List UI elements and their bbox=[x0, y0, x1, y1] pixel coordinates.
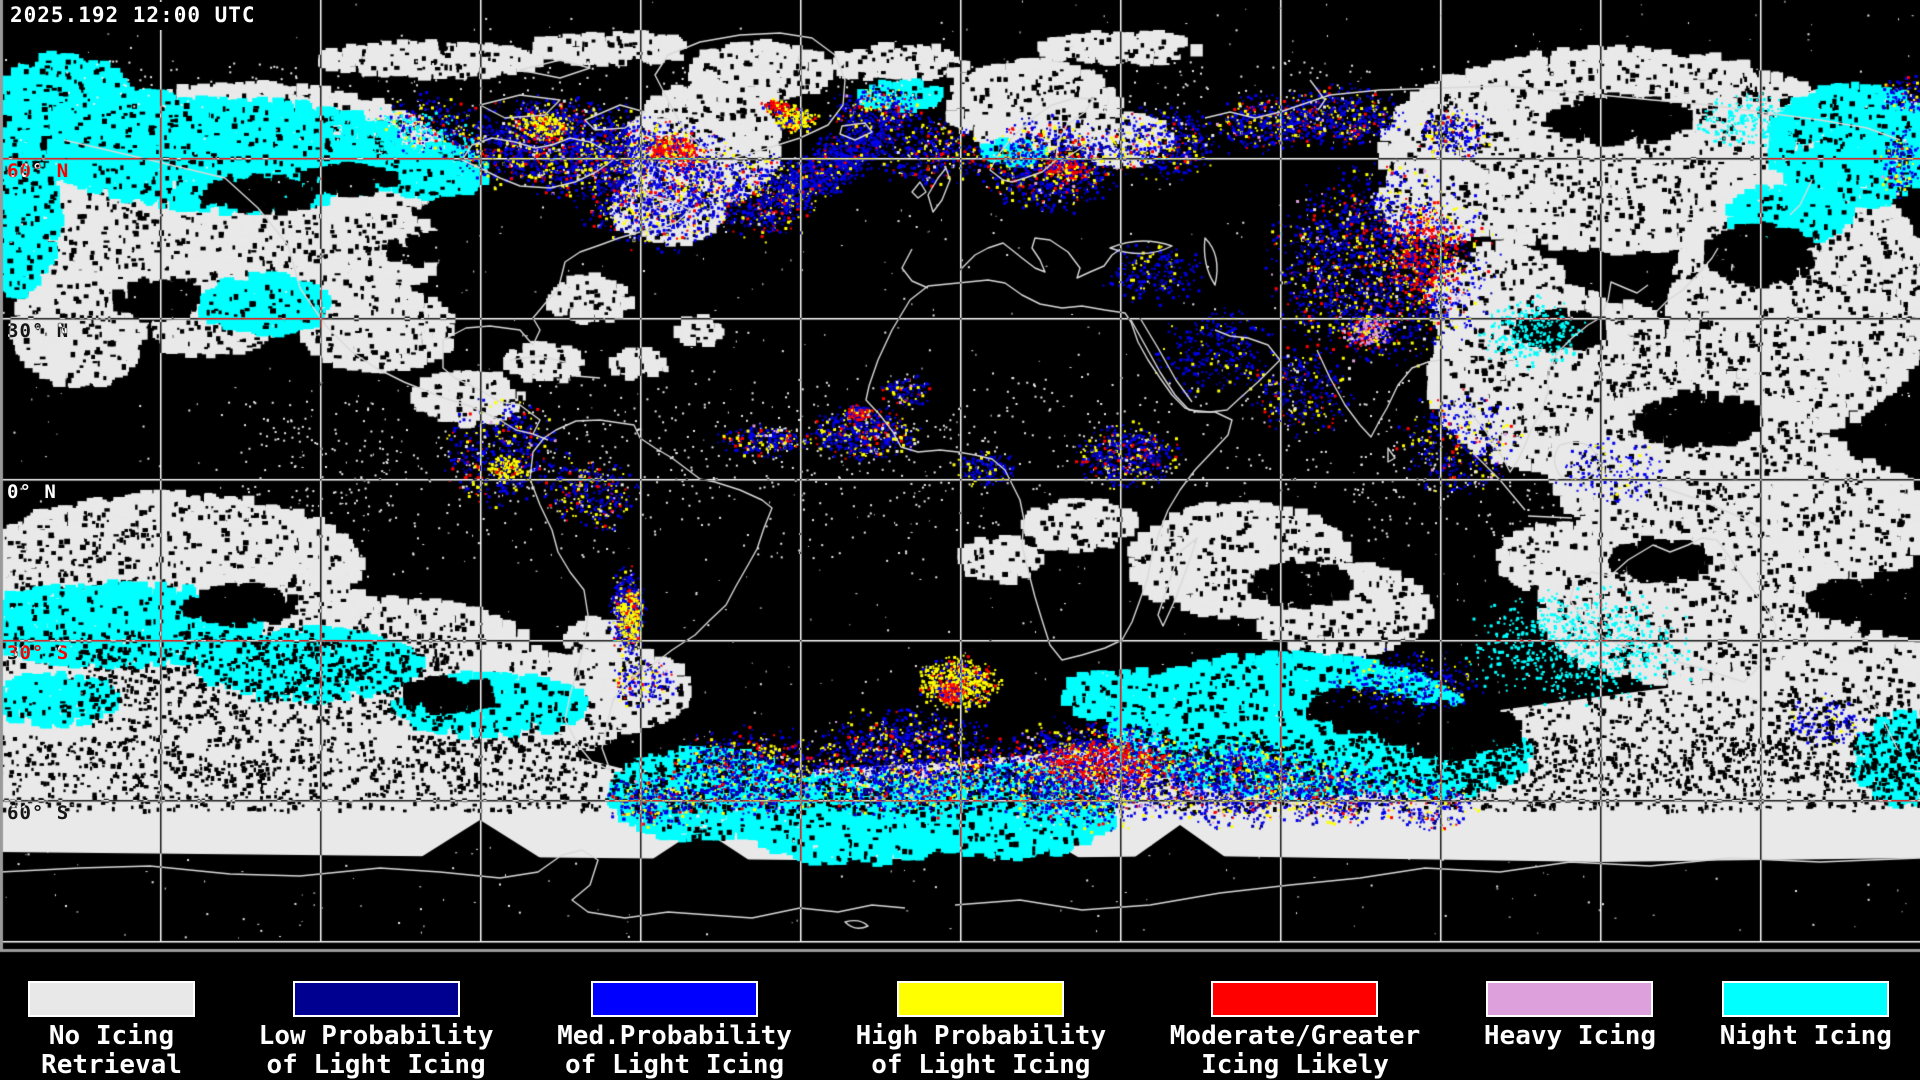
legend-label-line: No Icing bbox=[48, 1021, 175, 1051]
legend-label-line bbox=[1720, 1051, 1892, 1080]
legend-label-line bbox=[1484, 1051, 1656, 1080]
legend-label-night-icing: Night Icing bbox=[1720, 1022, 1892, 1080]
legend-label-line: of Light Icing bbox=[564, 1050, 785, 1080]
lat-label-0n: 0° N bbox=[7, 481, 57, 503]
legend-item-no-icing: No Icing Retrieval bbox=[28, 960, 195, 1080]
legend-label-high-probability: High Probability of Light Icing bbox=[856, 1022, 1106, 1080]
legend-swatch-heavy-icing bbox=[1486, 981, 1654, 1017]
legend-label-low-probability: Low Probability of Light Icing bbox=[259, 1022, 494, 1080]
legend-item-moderate-greater: Moderate/Greater Icing Likely bbox=[1170, 960, 1420, 1080]
legend-label-line: Night Icing bbox=[1719, 1021, 1892, 1051]
legend-label-heavy-icing: Heavy Icing bbox=[1484, 1022, 1656, 1080]
legend-label-line: High Probability bbox=[855, 1021, 1107, 1051]
legend-swatch-night-icing bbox=[1722, 981, 1890, 1017]
legend-label-line: Retrieval bbox=[41, 1050, 182, 1080]
legend-label-line: Low Probability bbox=[258, 1021, 494, 1051]
legend-swatch-high-probability bbox=[897, 981, 1065, 1017]
legend-label-line: of Light Icing bbox=[871, 1050, 1091, 1080]
lat-label-60n: 60° N bbox=[7, 160, 70, 182]
legend-label-line: Icing Likely bbox=[1201, 1050, 1389, 1080]
legend-item-high-probability: High Probability of Light Icing bbox=[856, 960, 1106, 1080]
legend-swatch-low-probability bbox=[292, 981, 460, 1017]
legend-item-night-icing: Night Icing bbox=[1720, 960, 1892, 1080]
legend-swatch-moderate-greater bbox=[1211, 981, 1379, 1017]
legend-label-line: of Light Icing bbox=[266, 1050, 486, 1080]
legend-label-line: Heavy Icing bbox=[1483, 1021, 1657, 1051]
lat-label-30s: 30° S bbox=[7, 642, 70, 664]
legend-bar: No Icing Retrieval Low Probability of Li… bbox=[0, 960, 1920, 1080]
legend-label-moderate-greater: Moderate/Greater Icing Likely bbox=[1170, 1022, 1420, 1080]
lat-label-30n: 30° N bbox=[7, 320, 70, 342]
legend-item-med-probability: Med.Probability of Light Icing bbox=[557, 960, 792, 1080]
world-icing-map-canvas bbox=[0, 0, 1920, 960]
legend-item-low-probability: Low Probability of Light Icing bbox=[259, 960, 494, 1080]
legend-label-line: Med.Probability bbox=[557, 1021, 792, 1051]
legend-swatch-no-icing bbox=[28, 981, 195, 1017]
world-map-area: 2025.192 12:00 UTC 60° N 30° N 0° N 30° … bbox=[0, 0, 1920, 960]
legend-item-heavy-icing: Heavy Icing bbox=[1484, 960, 1656, 1080]
legend-label-med-probability: Med.Probability of Light Icing bbox=[557, 1022, 792, 1080]
timestamp-label: 2025.192 12:00 UTC bbox=[8, 2, 262, 30]
legend-label-no-icing: No Icing Retrieval bbox=[41, 1022, 182, 1080]
legend-swatch-med-probability bbox=[591, 981, 759, 1017]
legend-label-line: Moderate/Greater bbox=[1169, 1021, 1421, 1051]
lat-label-60s: 60° S bbox=[7, 802, 70, 824]
